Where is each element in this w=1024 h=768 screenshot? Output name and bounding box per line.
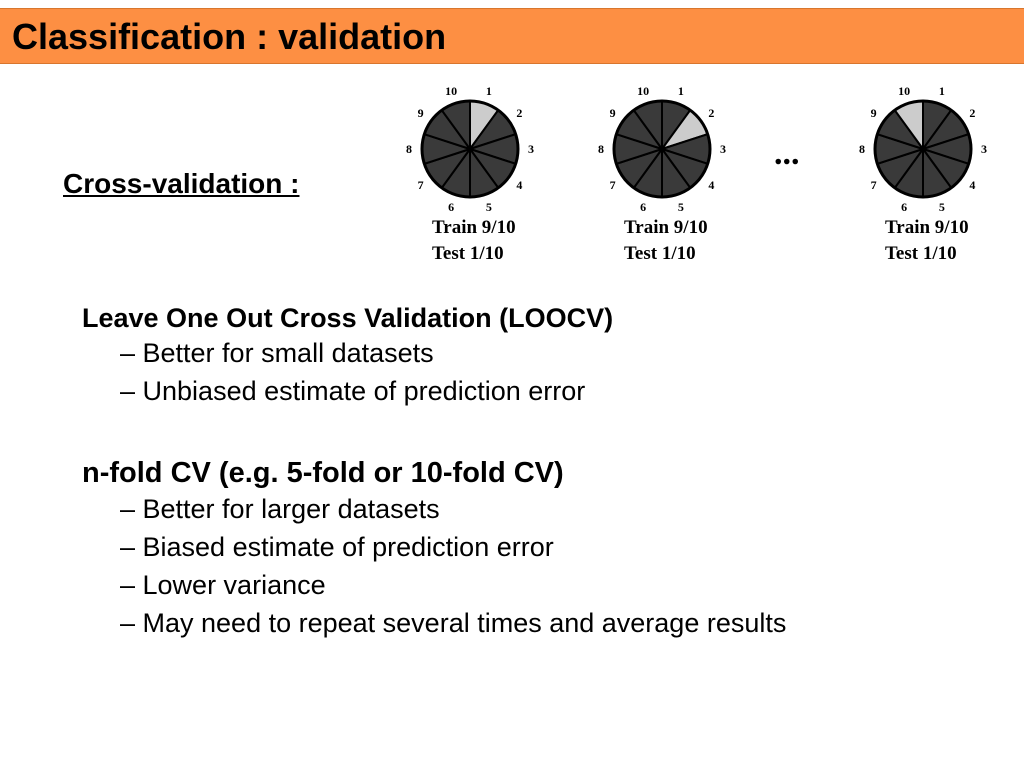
page-title: Classification : validation xyxy=(12,16,447,57)
segment-number: 5 xyxy=(486,200,492,214)
bullet-item: – Biased estimate of prediction error xyxy=(120,532,554,562)
segment-number: 7 xyxy=(610,178,616,192)
segment-number: 6 xyxy=(448,200,454,214)
segment-number: 2 xyxy=(516,106,522,120)
pie-outline xyxy=(873,99,973,199)
fold-diagram-3: 1 2 3 4 5 6 7 8 9 10 Train 9/10 Test 1/10 xyxy=(853,84,1013,269)
train-caption: Train 9/10 xyxy=(885,217,969,238)
segment-number: 4 xyxy=(516,178,522,192)
test-caption: Test 1/10 xyxy=(885,243,957,264)
segment-number: 6 xyxy=(640,200,646,214)
segment-number: 7 xyxy=(871,178,877,192)
fold-pie-1: 1 2 3 4 5 6 7 8 9 10 xyxy=(406,84,534,214)
cross-validation-label: Cross-validation : xyxy=(63,168,300,199)
fold-diagram-1: 1 2 3 4 5 6 7 8 9 10 Train 9/10 Test 1/10 xyxy=(400,84,560,269)
segment-number: 10 xyxy=(445,84,457,98)
test-caption: Test 1/10 xyxy=(432,243,504,264)
bullet-item: – Better for larger datasets xyxy=(120,494,440,524)
segment-number: 3 xyxy=(981,142,987,156)
nfold-bullets: – Better for larger datasets – Biased es… xyxy=(82,490,786,642)
segment-number: 1 xyxy=(939,84,945,98)
segment-number: 1 xyxy=(678,84,684,98)
segment-number: 3 xyxy=(720,142,726,156)
loocv-section: Leave One Out Cross Validation (LOOCV) –… xyxy=(82,303,613,410)
bullet-item: – Lower variance xyxy=(120,570,326,600)
segment-number: 4 xyxy=(708,178,714,192)
title-bar: Classification : validation xyxy=(0,8,1024,64)
train-caption: Train 9/10 xyxy=(432,217,516,238)
segment-number: 10 xyxy=(898,84,910,98)
loocv-bullets: – Better for small datasets – Unbiased e… xyxy=(82,334,613,410)
segment-number: 1 xyxy=(486,84,492,98)
segment-number: 5 xyxy=(678,200,684,214)
segment-number: 3 xyxy=(528,142,534,156)
loocv-heading: Leave One Out Cross Validation (LOOCV) xyxy=(82,303,614,333)
nfold-heading: n-fold CV (e.g. 5-fold or 10-fold CV) xyxy=(82,457,564,489)
pie-outline xyxy=(612,99,712,199)
segment-number: 5 xyxy=(939,200,945,214)
train-caption: Train 9/10 xyxy=(624,217,708,238)
segment-number: 9 xyxy=(610,106,616,120)
test-caption: Test 1/10 xyxy=(624,243,696,264)
segment-number: 6 xyxy=(901,200,907,214)
segment-number: 8 xyxy=(598,142,604,156)
segment-number: 8 xyxy=(406,142,412,156)
segment-number: 7 xyxy=(418,178,424,192)
nfold-section: n-fold CV (e.g. 5-fold or 10-fold CV) – … xyxy=(82,457,786,642)
segment-number: 8 xyxy=(859,142,865,156)
bullet-item: – May need to repeat several times and a… xyxy=(120,608,787,638)
pie-outline xyxy=(420,99,520,199)
segment-number: 10 xyxy=(637,84,649,98)
segment-number: 9 xyxy=(871,106,877,120)
fold-pie-2: 1 2 3 4 5 6 7 8 9 10 xyxy=(598,84,726,214)
fold-pie-3: 1 2 3 4 5 6 7 8 9 10 xyxy=(859,84,987,214)
fold-diagram-2: 1 2 3 4 5 6 7 8 9 10 Train 9/10 Test 1/10 xyxy=(592,84,752,269)
segment-number: 9 xyxy=(418,106,424,120)
bullet-item: – Better for small datasets xyxy=(120,338,434,368)
bullet-item: – Unbiased estimate of prediction error xyxy=(120,376,586,406)
segment-number: 4 xyxy=(969,178,975,192)
segment-number: 2 xyxy=(708,106,714,120)
segment-number: 2 xyxy=(969,106,975,120)
ellipsis: ... xyxy=(774,135,800,172)
